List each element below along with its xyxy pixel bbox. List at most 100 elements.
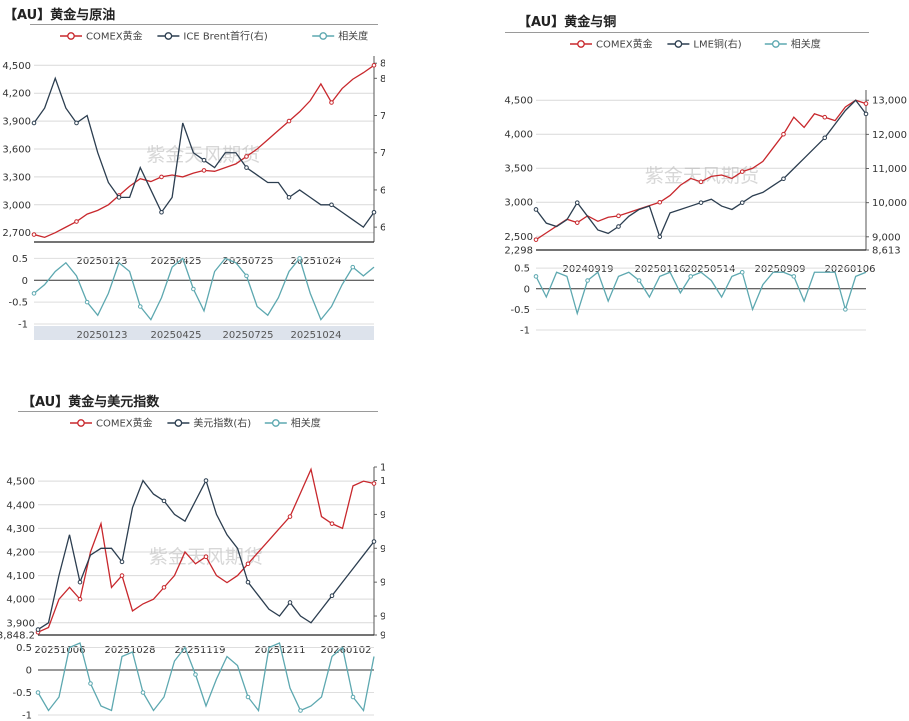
x-tick-label: 20251024 — [291, 256, 342, 267]
x-tick-label: 20250725 — [223, 256, 274, 267]
data-point — [657, 199, 663, 205]
x-tick-label-secondary: 20250123 — [77, 330, 128, 340]
data-point — [791, 274, 797, 279]
legend-label: ICE Brent首行(右) — [183, 30, 267, 43]
y-tick-right: 82.03 — [380, 59, 385, 70]
y-tick-right: 60 — [380, 223, 385, 234]
legend-label: COMEX黄金 — [86, 30, 143, 43]
y-tick-left: 4,000 — [504, 130, 533, 141]
data-point — [203, 478, 209, 483]
y-tick-left: 4,500 — [2, 61, 31, 72]
y-tick-right: 100.2 — [380, 463, 385, 474]
y-tick-left: 2,700 — [2, 228, 31, 239]
chart-gold-usd: COMEX黄金 美元指数(右) 相关度 3,848.2 3,900 4,000 4,100 4… — [0, 417, 385, 721]
corr-tick: 0.5 — [12, 254, 28, 265]
y-tick-right: 70 — [380, 148, 385, 159]
x-tick-label: 20250909 — [755, 264, 806, 275]
x-tick-label: 20250123 — [77, 256, 128, 267]
chart-gold-copper: COMEX黄金 LME铜(右) 相关度 2,298 2,500 3,000 3,500 4,0… — [504, 38, 907, 337]
y-tick-left: 4,300 — [6, 524, 35, 535]
corr-tick: -0.5 — [8, 298, 28, 309]
y-tick-right: 65 — [380, 185, 385, 196]
watermark: 紫金天风期货 — [146, 144, 260, 166]
corr-tick: -0.5 — [12, 688, 32, 699]
data-point — [287, 514, 293, 519]
data-point — [636, 278, 642, 283]
chart-title: 【AU】黄金与铜 — [518, 15, 617, 30]
legend-marker — [164, 32, 173, 40]
data-point — [31, 232, 37, 237]
data-point — [698, 200, 704, 205]
y-tick-left: 3,900 — [6, 618, 35, 629]
data-point — [286, 118, 292, 124]
legend-label: 相关度 — [338, 30, 368, 43]
y-tick-right: 98 — [380, 612, 385, 623]
y-tick-left: 2,298 — [504, 246, 533, 257]
data-point — [201, 157, 207, 163]
legend-marker — [319, 32, 328, 40]
data-point — [329, 593, 335, 599]
x-tick-label: 20250514 — [685, 264, 736, 275]
x-tick-label: 20251028 — [105, 645, 156, 656]
data-point — [371, 209, 377, 215]
y-tick-right: 99.5 — [380, 510, 385, 521]
data-point — [574, 220, 580, 225]
x-tick-label: 20250425 — [151, 256, 202, 267]
data-point — [329, 100, 334, 105]
y-tick-left: 4,500 — [6, 477, 35, 488]
data-point — [781, 131, 786, 137]
y-tick-left: 4,100 — [6, 571, 35, 582]
data-point — [201, 168, 207, 173]
data-point — [350, 694, 356, 700]
legend-label: 美元指数(右) — [193, 417, 251, 430]
y-tick-right: 98.5 — [380, 578, 385, 589]
data-point — [74, 120, 79, 126]
data-point — [739, 169, 745, 174]
corr-tick: 0.5 — [514, 264, 530, 275]
data-point — [739, 269, 745, 275]
title-divider — [18, 411, 378, 412]
x-tick-label: 20251211 — [255, 645, 306, 656]
legend-marker — [77, 419, 85, 427]
data-point — [77, 579, 83, 585]
y-tick-right: 11,000 — [872, 164, 907, 175]
data-point — [74, 219, 79, 224]
x-tick-label: 20250116 — [635, 264, 686, 275]
data-point — [244, 273, 249, 279]
y-tick-left: 3,000 — [2, 200, 31, 211]
data-point — [616, 213, 621, 219]
series-line-correlation — [37, 642, 375, 713]
series-line-correlation — [535, 271, 867, 316]
legend-marker — [674, 40, 683, 48]
data-point — [119, 573, 125, 578]
data-point — [193, 672, 198, 677]
data-point — [286, 195, 292, 200]
data-point — [140, 690, 146, 695]
corr-tick: -1 — [18, 320, 28, 331]
data-point — [822, 114, 828, 120]
data-point — [739, 200, 745, 205]
data-point — [191, 286, 196, 292]
y-tick-left: 4,000 — [6, 595, 35, 606]
y-tick-left: 3,000 — [504, 198, 533, 209]
y-tick-right: 9,000 — [872, 232, 901, 243]
data-point — [84, 299, 90, 305]
y-tick-right: 100 — [380, 476, 385, 487]
data-point — [533, 237, 539, 242]
data-point — [244, 154, 249, 159]
y-tick-right: 99 — [380, 544, 385, 555]
data-point — [245, 561, 251, 567]
data-point — [585, 278, 590, 283]
x-tick-label: 20240919 — [563, 264, 614, 275]
data-point — [161, 585, 167, 590]
y-tick-left: 3,300 — [2, 172, 31, 183]
y-tick-right: 97.72 — [380, 631, 385, 642]
x-tick-label-secondary: 20251024 — [291, 330, 342, 340]
corr-tick: -1 — [520, 326, 530, 337]
data-point — [329, 202, 334, 208]
legend-marker — [271, 419, 280, 427]
data-point — [371, 63, 377, 68]
data-point — [371, 481, 377, 486]
y-tick-left: 3,900 — [2, 117, 31, 128]
y-tick-left: 3,848.2 — [0, 631, 35, 642]
